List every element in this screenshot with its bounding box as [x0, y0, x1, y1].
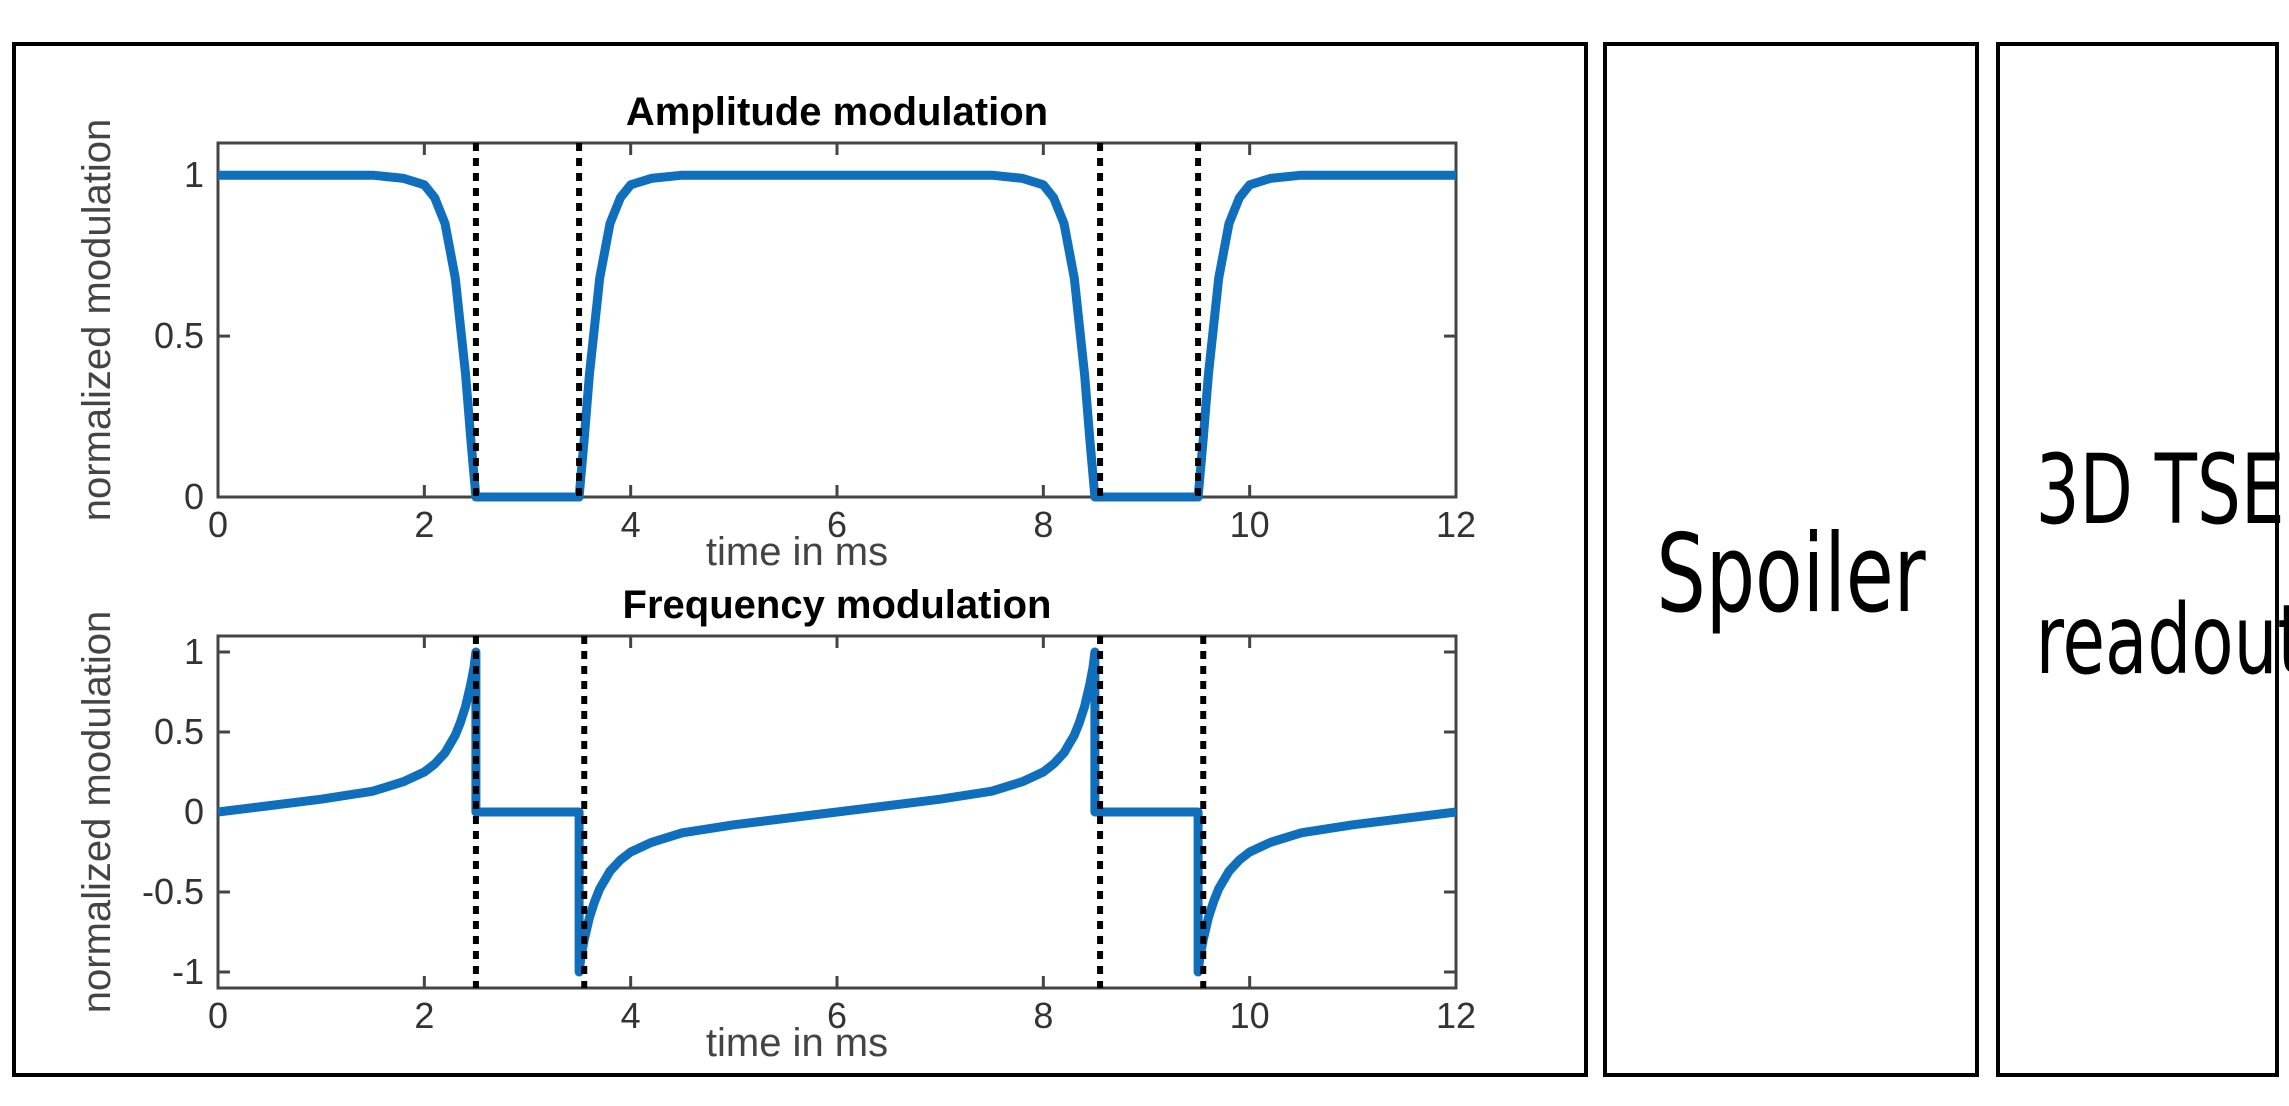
frequency-xtick-label: 4	[621, 995, 641, 1036]
frequency-ytick-label: -1	[172, 951, 204, 992]
frequency-y-axis-label: normalized modulation	[75, 611, 119, 1013]
amplitude-xtick-label: 6	[827, 504, 847, 545]
amplitude-ytick-label: 0	[184, 476, 204, 517]
frequency-ytick-label: 1	[184, 631, 204, 672]
amplitude-xtick-label: 4	[621, 504, 641, 545]
frequency-xtick-label: 0	[208, 995, 228, 1036]
readout-block	[1996, 42, 2279, 1077]
amplitude-axes-box	[216, 141, 1458, 499]
frequency-xtick-label: 8	[1033, 995, 1053, 1036]
amplitude-xtick-label: 8	[1033, 504, 1053, 545]
amplitude-chart-title: Amplitude modulation	[626, 90, 1048, 134]
frequency-ytick-label: -0.5	[142, 871, 204, 912]
frequency-ytick-label: 0.5	[154, 711, 204, 752]
frequency-x-axis-label: time in ms	[706, 1021, 888, 1065]
frequency-xtick-label: 12	[1436, 995, 1476, 1036]
frequency-xtick-label: 6	[827, 995, 847, 1036]
amplitude-ytick-label: 1	[184, 154, 204, 195]
frequency-ytick-label: 0	[184, 791, 204, 832]
main-panel	[12, 42, 1588, 1077]
amplitude-x-axis-label: time in ms	[706, 530, 888, 574]
spoiler-label: Spoiler	[1656, 512, 1926, 637]
amplitude-xtick-label: 2	[414, 504, 434, 545]
amplitude-xtick-label: 0	[208, 504, 228, 545]
frequency-xtick-label: 2	[414, 995, 434, 1036]
frequency-chart-title: Frequency modulation	[623, 583, 1052, 627]
spoiler-block	[1603, 42, 1979, 1077]
frequency-xtick-label: 10	[1230, 995, 1270, 1036]
frequency-trace	[217, 647, 1457, 977]
amplitude-xtick-label: 10	[1230, 504, 1270, 545]
amplitude-y-axis-label: normalized modulation	[75, 119, 119, 521]
amplitude-trace	[218, 170, 1456, 502]
amplitude-ytick-label: 0.5	[154, 315, 204, 356]
amplitude-xtick-label: 12	[1436, 504, 1476, 545]
